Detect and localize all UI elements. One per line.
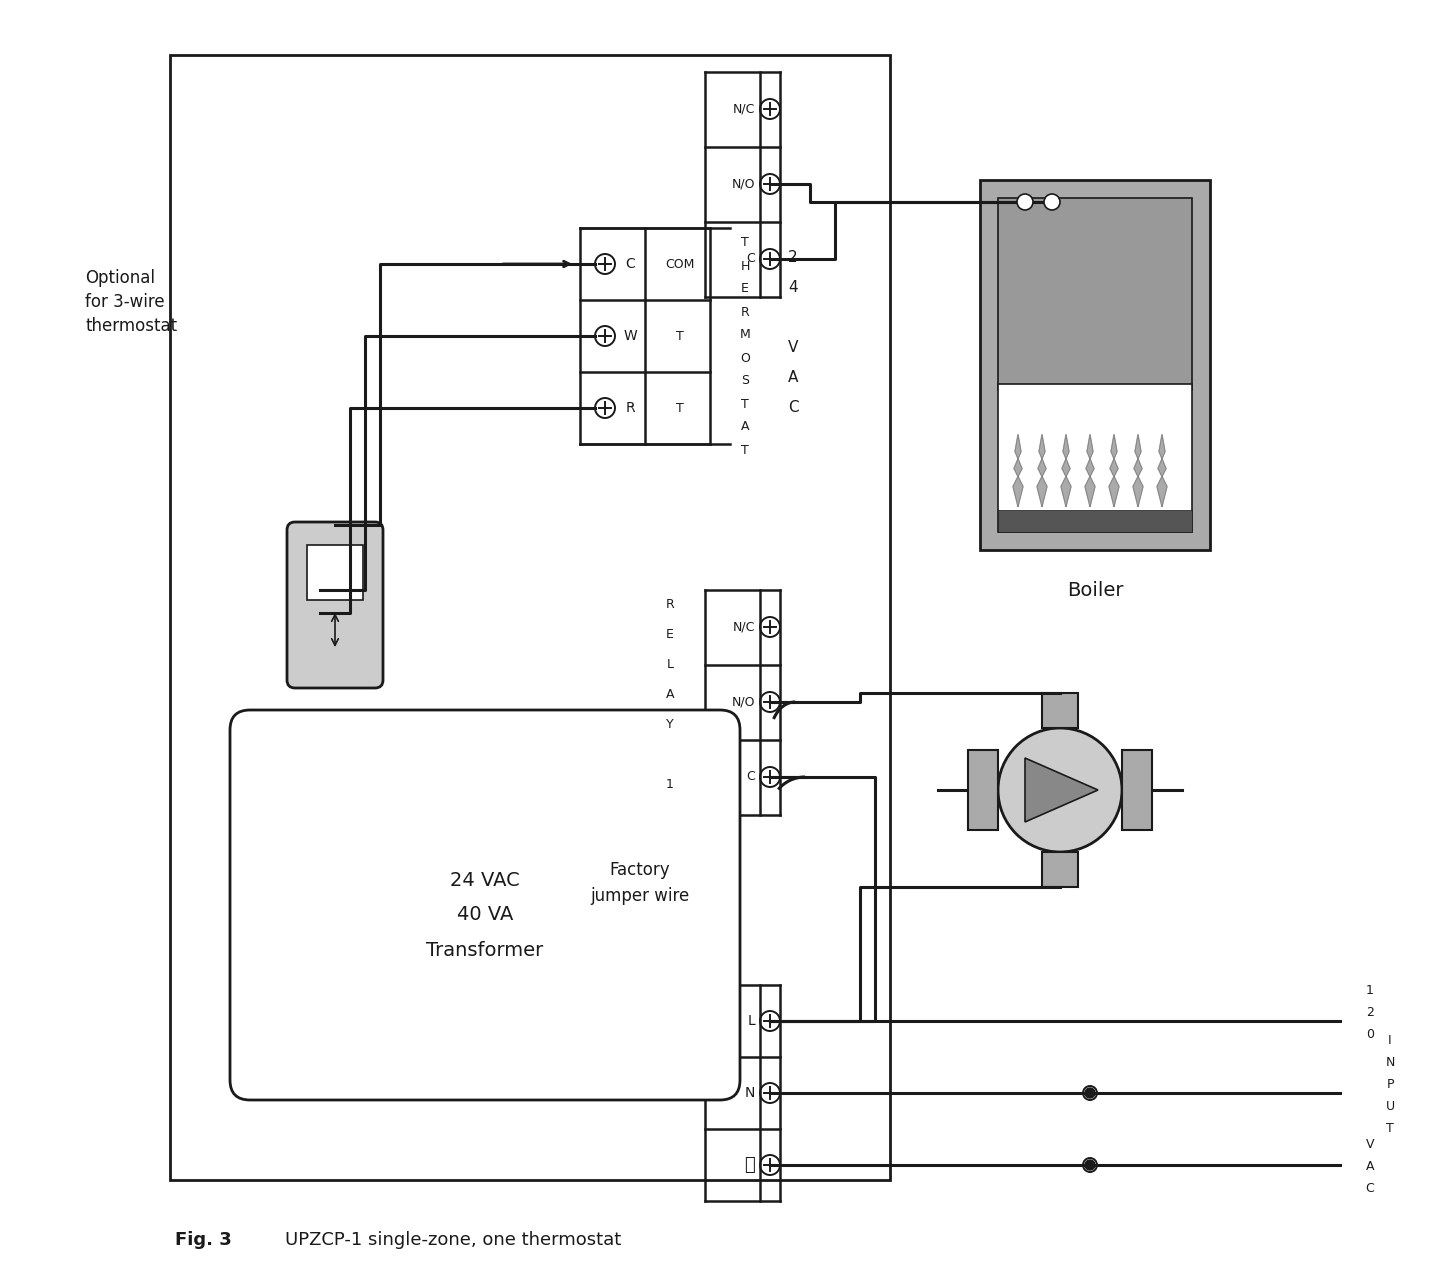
Text: N: N xyxy=(1385,1057,1395,1070)
Text: T: T xyxy=(676,401,684,415)
Text: R: R xyxy=(626,401,634,415)
Polygon shape xyxy=(1085,434,1095,506)
Text: 0: 0 xyxy=(1366,1028,1373,1042)
Text: T: T xyxy=(740,236,749,250)
Text: Optional: Optional xyxy=(85,269,155,287)
Circle shape xyxy=(1085,1160,1095,1170)
Text: W: W xyxy=(623,329,637,343)
Text: COM: COM xyxy=(666,258,695,270)
Text: C: C xyxy=(788,401,798,415)
Text: Boiler: Boiler xyxy=(1066,580,1124,599)
Circle shape xyxy=(1085,1088,1095,1098)
Text: Y: Y xyxy=(666,718,674,731)
Circle shape xyxy=(1017,194,1033,209)
Text: H: H xyxy=(740,259,749,273)
Text: N/C: N/C xyxy=(733,103,755,115)
Text: 24 VAC: 24 VAC xyxy=(451,871,519,890)
Text: I: I xyxy=(1388,1034,1392,1047)
Polygon shape xyxy=(1038,434,1048,506)
Text: 40 VA: 40 VA xyxy=(456,906,514,925)
Polygon shape xyxy=(1109,434,1119,506)
Text: 1: 1 xyxy=(1366,985,1373,997)
Text: C: C xyxy=(746,770,755,783)
Text: ⏚: ⏚ xyxy=(745,1156,755,1174)
Text: A: A xyxy=(788,371,798,386)
Text: Transformer: Transformer xyxy=(426,940,544,959)
Text: 4: 4 xyxy=(788,280,798,296)
Text: thermostat: thermostat xyxy=(85,317,177,335)
Text: C: C xyxy=(626,258,634,272)
Text: L: L xyxy=(666,659,673,671)
Bar xyxy=(980,180,1210,549)
Bar xyxy=(169,55,890,1180)
Polygon shape xyxy=(1025,758,1098,822)
Bar xyxy=(997,509,1192,532)
Text: Factory: Factory xyxy=(610,860,670,879)
Text: C: C xyxy=(746,253,755,265)
Text: E: E xyxy=(740,283,749,296)
FancyBboxPatch shape xyxy=(230,709,740,1100)
Polygon shape xyxy=(1157,434,1167,506)
Text: P: P xyxy=(1386,1079,1393,1091)
Text: N/O: N/O xyxy=(732,695,755,708)
FancyBboxPatch shape xyxy=(287,522,383,688)
Polygon shape xyxy=(1013,434,1023,506)
Text: V: V xyxy=(1366,1138,1375,1151)
Polygon shape xyxy=(1060,434,1071,506)
Text: V: V xyxy=(788,340,798,355)
Text: N/O: N/O xyxy=(732,178,755,190)
Text: T: T xyxy=(740,443,749,457)
Text: 2: 2 xyxy=(1366,1006,1373,1019)
Text: T: T xyxy=(1386,1123,1393,1136)
Bar xyxy=(1122,750,1152,830)
Text: U: U xyxy=(1385,1100,1395,1113)
Text: R: R xyxy=(666,599,674,612)
Text: 2: 2 xyxy=(788,250,798,265)
Bar xyxy=(1042,693,1078,728)
Text: N: N xyxy=(745,1086,755,1100)
Text: O: O xyxy=(740,352,751,364)
Text: N/C: N/C xyxy=(733,621,755,633)
Text: Fig. 3: Fig. 3 xyxy=(175,1231,231,1249)
Bar xyxy=(307,544,363,600)
Text: jumper wire: jumper wire xyxy=(590,887,690,905)
Circle shape xyxy=(997,728,1122,851)
Circle shape xyxy=(1045,194,1060,209)
Text: M: M xyxy=(739,329,751,341)
Text: C: C xyxy=(1366,1183,1375,1195)
Text: for 3-wire: for 3-wire xyxy=(85,293,165,311)
Bar xyxy=(997,198,1192,391)
Text: A: A xyxy=(1366,1160,1375,1174)
Bar xyxy=(969,750,997,830)
Text: T: T xyxy=(740,397,749,410)
Text: L: L xyxy=(748,1014,755,1028)
Bar xyxy=(997,383,1192,532)
Text: UPZCP-1 single-zone, one thermostat: UPZCP-1 single-zone, one thermostat xyxy=(286,1231,621,1249)
Polygon shape xyxy=(1134,434,1144,506)
Text: R: R xyxy=(740,306,749,319)
Text: S: S xyxy=(740,374,749,387)
Text: 1: 1 xyxy=(666,778,674,792)
Text: T: T xyxy=(676,330,684,343)
Text: A: A xyxy=(740,420,749,434)
Bar xyxy=(1042,851,1078,887)
Text: E: E xyxy=(666,628,674,642)
Text: A: A xyxy=(666,689,674,702)
